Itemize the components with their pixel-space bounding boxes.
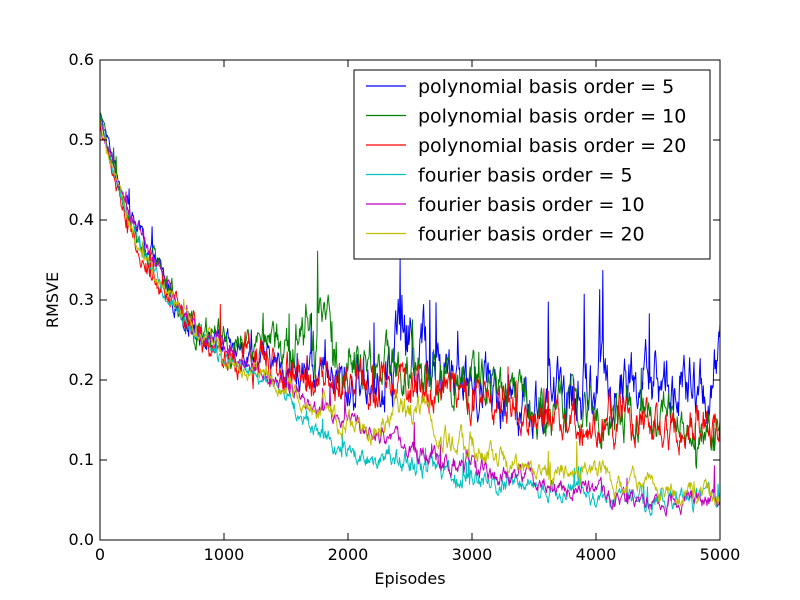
legend-label: polynomial basis order = 5 bbox=[418, 76, 674, 98]
legend-label: fourier basis order = 20 bbox=[418, 224, 645, 246]
legend-label: fourier basis order = 5 bbox=[418, 165, 633, 187]
x-axis-label: Episodes bbox=[374, 569, 445, 588]
legend-box bbox=[353, 69, 711, 260]
series-layer bbox=[99, 112, 721, 517]
legend-label: polynomial basis order = 10 bbox=[418, 106, 686, 128]
x-tick-label: 5000 bbox=[700, 545, 741, 564]
x-tick-label: 2000 bbox=[328, 545, 369, 564]
x-tick-label: 0 bbox=[95, 545, 105, 564]
y-axis-label: RMSVE bbox=[43, 272, 62, 328]
x-tick-label: 4000 bbox=[576, 545, 617, 564]
series-line bbox=[99, 121, 721, 517]
ticks-layer: 0 1000 2000 3000 4000 5000 0.0 0.1 0.2 0.3 0.4 0.5 0… bbox=[69, 50, 741, 564]
y-tick-label: 0.3 bbox=[69, 290, 94, 309]
y-tick-label: 0.0 bbox=[69, 530, 94, 549]
y-tick-label: 0.5 bbox=[69, 130, 94, 149]
legend-label: fourier basis order = 10 bbox=[418, 194, 645, 216]
legend-label: polynomial basis order = 20 bbox=[418, 135, 686, 157]
series-line bbox=[99, 119, 721, 507]
x-tick-label: 3000 bbox=[452, 545, 493, 564]
x-tick-label: 1000 bbox=[204, 545, 245, 564]
legend: polynomial basis order = 5 polynomial bas… bbox=[353, 69, 711, 260]
y-tick-label: 0.4 bbox=[69, 210, 94, 229]
y-tick-label: 0.1 bbox=[69, 450, 94, 469]
y-tick-label: 0.2 bbox=[69, 370, 94, 389]
y-tick-label: 0.6 bbox=[69, 50, 94, 69]
